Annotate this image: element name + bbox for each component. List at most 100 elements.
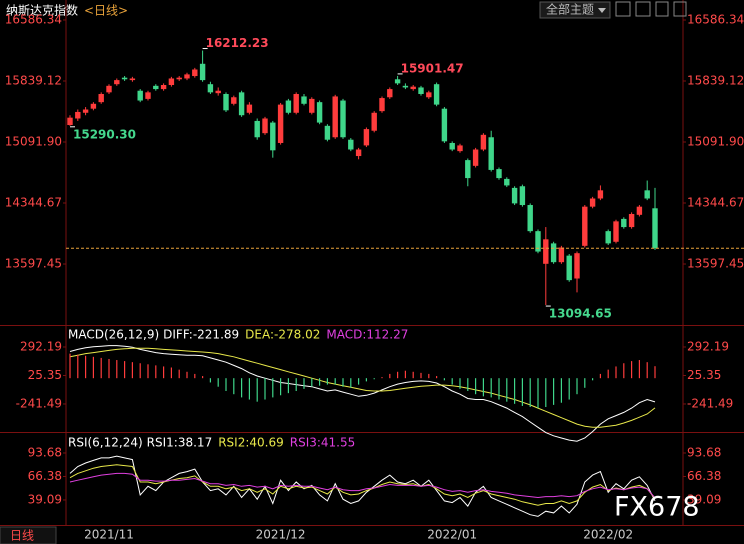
candle-body (410, 86, 416, 90)
legend-entry: DEA:-278.02 (245, 328, 320, 342)
annotation-label: 16212.23 (206, 36, 269, 50)
theme-label: 全部主题 (546, 2, 594, 17)
y-tick-label: 39.09 (28, 492, 62, 506)
y-tick-label: 15839.12 (687, 73, 744, 87)
candle-body (628, 214, 635, 228)
candle-body (535, 231, 541, 252)
y-tick-label: 39.09 (687, 492, 721, 506)
y-tick-label: 93.68 (687, 445, 721, 459)
candle-body (519, 186, 526, 206)
y-tick-label: 25.35 (28, 368, 62, 382)
candle-body (402, 85, 409, 88)
candle-body (121, 77, 128, 80)
candle-body (589, 198, 596, 207)
candle-body (145, 92, 151, 99)
candle-body (262, 118, 268, 134)
candle-body (348, 139, 354, 150)
y-tick-label: 25.35 (687, 368, 721, 382)
x-tick-label: 2022/02 (583, 528, 633, 542)
chart-subtitle: <日线> (84, 4, 128, 18)
y-tick-label: 16586.34 (687, 12, 744, 26)
series-line (69, 455, 656, 517)
candle-body (293, 93, 299, 113)
candle-body (324, 125, 331, 140)
candle-body (223, 93, 229, 111)
candle-body (566, 255, 572, 281)
y-tick-label: 13597.45 (5, 257, 62, 271)
theme-dropdown[interactable] (539, 1, 611, 19)
candle-body (441, 108, 448, 142)
candle-body (309, 98, 315, 113)
icon-button[interactable] (655, 1, 669, 17)
candle-body (231, 97, 237, 104)
chart-title: 纳斯达克指数 (6, 3, 78, 18)
candle-body (387, 89, 393, 98)
candle-body (238, 92, 245, 116)
y-tick-label: 66.38 (28, 469, 62, 483)
x-tick-label: 2021/12 (256, 528, 306, 542)
candle-body (472, 149, 479, 166)
series-line (69, 472, 656, 499)
candle-body (543, 239, 549, 264)
period-tab[interactable] (0, 526, 57, 544)
candle-body (394, 79, 401, 84)
candle-body (207, 84, 214, 93)
y-tick-label: 14344.67 (687, 196, 744, 210)
candle-body (613, 221, 619, 242)
candle-body (137, 90, 143, 101)
annotation-label: 15901.47 (401, 61, 464, 75)
candle-body (574, 253, 580, 279)
candle-body (465, 160, 471, 179)
candle-body (457, 145, 463, 152)
legend-entry: RSI3:41.55 (290, 436, 356, 450)
annotation-label: 15290.30 (73, 127, 136, 141)
y-tick-label: 292.19 (687, 339, 729, 353)
watermark: FX678 (614, 492, 700, 523)
candle-body (168, 78, 175, 86)
candle-body (636, 206, 643, 215)
legend-entry: RSI2:40.69 (218, 436, 284, 450)
candle-body (558, 247, 565, 263)
candle-body (82, 109, 89, 113)
candle-body (184, 74, 190, 79)
candle-body (98, 93, 104, 103)
candle-body (114, 80, 120, 85)
annotation-label: 13094.65 (549, 307, 612, 321)
candle-body (550, 243, 557, 263)
dropdown-arrow (598, 8, 606, 13)
legend-entry: RSI1:38.17 (147, 436, 213, 450)
candle-body (199, 63, 206, 81)
candle-body (511, 187, 518, 204)
icon-button[interactable] (635, 1, 651, 17)
series-line (69, 345, 656, 442)
legend-entry: DIFF:-221.89 (163, 328, 239, 342)
series-line (69, 347, 656, 428)
candle-body (270, 122, 276, 151)
candle-body (355, 149, 362, 157)
candles (67, 50, 658, 306)
candle-body (176, 77, 182, 80)
y-tick-label: -241.49 (687, 396, 733, 410)
candle-body (215, 90, 221, 94)
candle-body (621, 218, 627, 228)
legend-entry: MACD:112.27 (326, 328, 408, 342)
candle-body (301, 96, 307, 104)
candle-body (67, 117, 73, 126)
candle-body (153, 85, 159, 90)
y-tick-label: 13597.45 (687, 257, 744, 271)
x-tick-label: 2021/11 (84, 528, 134, 542)
candle-body (527, 205, 533, 232)
candle-body (254, 120, 260, 138)
candle-body (106, 85, 112, 93)
y-tick-label: 14344.67 (5, 196, 62, 210)
candle-body (449, 142, 455, 150)
icon-button[interactable] (615, 1, 631, 17)
icon-button[interactable] (673, 1, 687, 17)
candle-body (363, 129, 370, 146)
y-tick-label: 66.38 (687, 469, 721, 483)
y-tick-label: 93.68 (28, 445, 62, 459)
candle-body (129, 78, 136, 81)
candle-body (433, 84, 440, 105)
candle-body (285, 100, 292, 113)
